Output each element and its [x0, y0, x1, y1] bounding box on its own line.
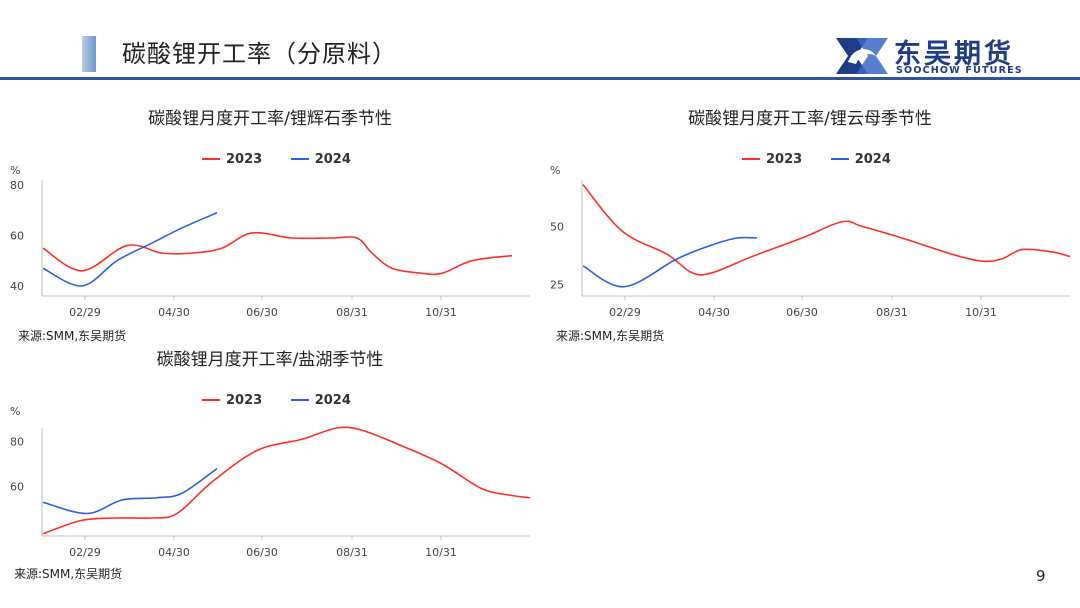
chart-3-unit: % [10, 405, 21, 418]
x-tick-label: 08/31 [336, 306, 368, 319]
chart-2-plot: 25 50 02/29 04/30 06/30 08/31 10/31 [550, 180, 1071, 319]
soochow-logo-icon [836, 38, 888, 74]
legend-swatch-2023 [742, 158, 760, 160]
x-tick-label: 10/31 [425, 306, 457, 319]
legend-label-2023: 2023 [226, 151, 263, 167]
x-tick-label: 04/30 [158, 546, 190, 559]
chart-3-title: 碳酸锂月度开工率/盐湖季节性 [156, 350, 384, 370]
chart-1-source: 来源:SMM,东吴期货 [18, 329, 127, 343]
series-line-2024 [42, 467, 218, 515]
chart-2-legend: 2023 2024 [742, 149, 915, 167]
y-tick-label: 80 [10, 436, 24, 449]
y-tick-label: 60 [10, 229, 24, 242]
chart-1-title: 碳酸锂月度开工率/锂辉石季节性 [148, 109, 392, 129]
x-tick-label: 06/30 [786, 306, 818, 319]
chart-2-unit: % [550, 164, 561, 177]
x-tick-label: 02/29 [69, 306, 101, 319]
legend-label-2024: 2024 [854, 151, 891, 167]
chart-2-source: 来源:SMM,东吴期货 [556, 329, 665, 343]
series-line-2023 [42, 231, 513, 276]
logo-chinese-text: 东吴期货 [894, 39, 1014, 70]
y-tick-label: 80 [10, 179, 24, 192]
legend-item-2024: 2024 [830, 151, 891, 167]
slide-header: 碳酸锂开工率（分原料） 东吴期货 SOOCHOW FUTURES [0, 0, 1080, 82]
legend-swatch-2023 [202, 158, 220, 160]
legend-label-2023: 2023 [226, 392, 263, 408]
chart-3-source: 来源:SMM,东吴期货 [14, 567, 123, 581]
legend-swatch-2024 [290, 158, 309, 160]
legend-swatch-2023 [202, 399, 220, 401]
series-line-2023 [42, 426, 531, 535]
company-logo: 东吴期货 SOOCHOW FUTURES [834, 34, 1044, 78]
legend-item-2023: 2023 [202, 393, 262, 408]
y-tick-label: 60 [10, 481, 24, 494]
x-tick-label: 04/30 [158, 306, 190, 319]
page-number: 9 [1036, 567, 1046, 585]
x-tick-label: 02/29 [609, 306, 641, 319]
legend-item-2023: 2023 [202, 152, 262, 167]
x-tick-label: 06/30 [246, 546, 278, 559]
chart-1-legend: 2023 2024 [202, 149, 375, 167]
chart-3-legend: 2023 2024 [202, 390, 375, 408]
y-tick-label: 40 [10, 280, 24, 293]
chart-1-unit: % [10, 164, 21, 177]
x-tick-label: 02/29 [69, 546, 101, 559]
x-tick-label: 08/31 [876, 306, 908, 319]
series-line-2024 [582, 236, 758, 288]
legend-item-2023: 2023 [742, 152, 802, 167]
logo-english-text: SOOCHOW FUTURES [896, 65, 1023, 76]
series-line-2024 [42, 212, 218, 287]
legend-swatch-2024 [830, 158, 849, 160]
x-tick-label: 08/31 [336, 546, 368, 559]
y-tick-label: 50 [550, 220, 564, 233]
legend-label-2024: 2024 [314, 392, 351, 408]
series-line-2023 [582, 184, 1071, 276]
legend-item-2024: 2024 [290, 151, 351, 167]
chart-3-plot: 60 80 02/29 04/30 06/30 08/31 10/31 [10, 426, 531, 559]
chart-2-title: 碳酸锂月度开工率/锂云母季节性 [688, 109, 932, 129]
page-title: 碳酸锂开工率（分原料） [122, 40, 397, 68]
y-tick-label: 25 [550, 278, 564, 291]
x-tick-label: 10/31 [965, 306, 997, 319]
x-tick-label: 04/30 [698, 306, 730, 319]
title-accent-bar [82, 36, 96, 72]
x-tick-label: 10/31 [425, 546, 457, 559]
x-tick-label: 06/30 [246, 306, 278, 319]
legend-swatch-2024 [290, 399, 309, 401]
legend-label-2024: 2024 [314, 151, 351, 167]
header-divider [0, 77, 1080, 80]
legend-label-2023: 2023 [766, 151, 803, 167]
legend-item-2024: 2024 [290, 392, 351, 408]
chart-1-plot: 40 60 80 02/29 04/30 06/30 08/31 10/31 [10, 179, 530, 319]
